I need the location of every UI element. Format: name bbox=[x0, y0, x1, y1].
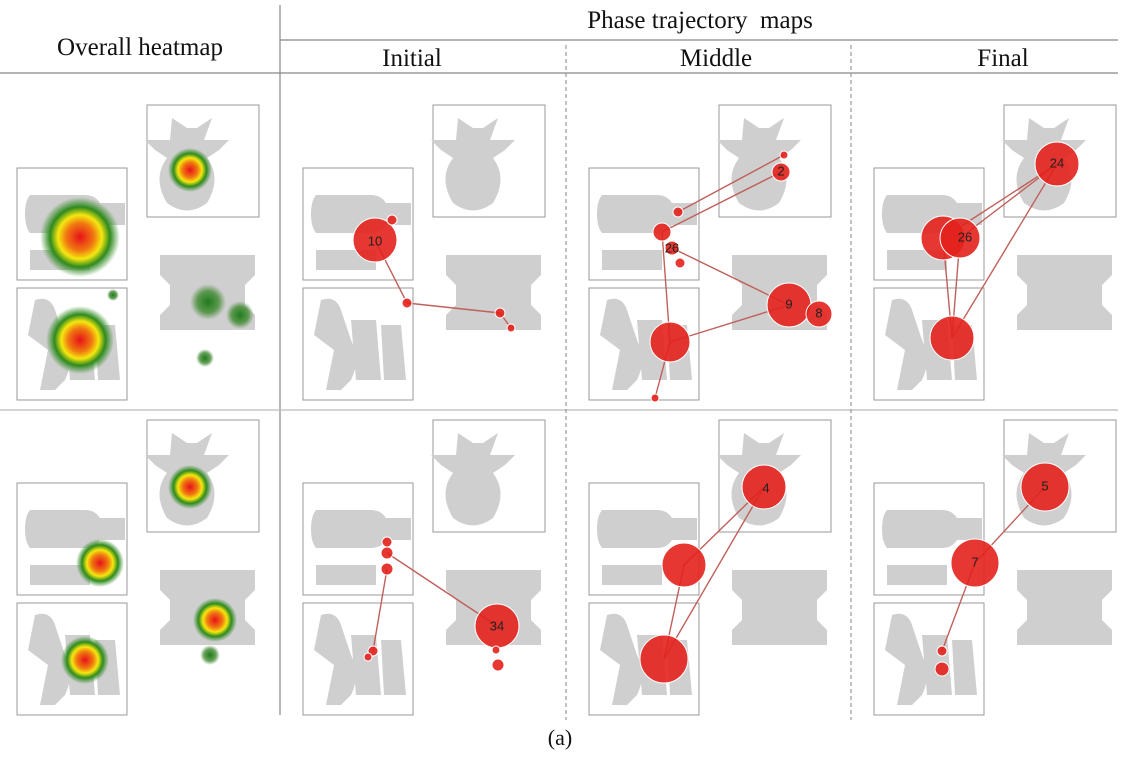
vertebra-posterior bbox=[314, 299, 406, 390]
overall-title: Overall heatmap bbox=[57, 34, 223, 61]
fixation-label: 9 bbox=[785, 296, 792, 311]
panel-group bbox=[17, 420, 259, 715]
phase-label: Final bbox=[977, 45, 1028, 72]
fixation-label: 34 bbox=[490, 618, 504, 633]
vertebra-oblique bbox=[1017, 570, 1112, 645]
fixation bbox=[507, 324, 515, 332]
heat-blob bbox=[196, 349, 214, 367]
fixation-label: 2 bbox=[777, 163, 784, 178]
vertebra-axial bbox=[431, 433, 515, 526]
fixation bbox=[651, 394, 659, 402]
phase-label: Initial bbox=[382, 45, 442, 72]
vertebra-posterior bbox=[885, 614, 977, 705]
heat-blob bbox=[76, 539, 124, 587]
fixation bbox=[402, 298, 412, 308]
fixation bbox=[495, 308, 505, 318]
panel-group bbox=[874, 105, 1116, 400]
vertebra-oblique bbox=[1017, 255, 1112, 330]
fixation-label: 26 bbox=[958, 229, 972, 244]
fixation-label: 24 bbox=[1050, 155, 1064, 170]
heat-blob bbox=[200, 645, 220, 665]
panel-group bbox=[589, 105, 831, 400]
fixation-label: 10 bbox=[368, 233, 382, 248]
fixation bbox=[640, 635, 688, 683]
heat-blob bbox=[61, 636, 109, 684]
heat-blob bbox=[46, 306, 114, 374]
fixation-label: 4 bbox=[762, 480, 769, 495]
heat-blob bbox=[226, 301, 254, 329]
fixation bbox=[780, 151, 788, 159]
fixation-label: 26 bbox=[665, 240, 679, 255]
fixation bbox=[675, 258, 685, 268]
heatmaps bbox=[40, 148, 254, 684]
fixation bbox=[673, 207, 683, 217]
vertebra-oblique bbox=[446, 255, 541, 330]
fixation bbox=[387, 215, 397, 225]
fixation bbox=[935, 662, 949, 676]
fixation bbox=[662, 543, 706, 587]
fixation bbox=[382, 537, 392, 547]
fixation-label: 8 bbox=[815, 305, 822, 320]
phase-title: Phase trajectory maps bbox=[587, 7, 813, 34]
heat-blob bbox=[168, 148, 212, 192]
fixation-label: 5 bbox=[1041, 478, 1048, 493]
vertebra-axial bbox=[431, 118, 515, 211]
fixation bbox=[653, 223, 671, 241]
figure: Overall heatmap Phase trajectory maps In… bbox=[0, 0, 1123, 757]
fixation bbox=[937, 646, 947, 656]
phase-label: Middle bbox=[680, 45, 752, 72]
panel-group bbox=[303, 105, 545, 400]
fixation bbox=[492, 659, 504, 671]
fixation bbox=[364, 653, 372, 661]
vertebra-axial bbox=[717, 118, 801, 211]
fixation bbox=[650, 322, 690, 362]
fixation bbox=[930, 316, 974, 360]
panel-group bbox=[589, 420, 831, 715]
vertebra-posterior bbox=[314, 614, 406, 705]
vertebra-oblique bbox=[732, 570, 827, 645]
fixation bbox=[381, 547, 393, 559]
heat-blob bbox=[40, 197, 120, 277]
fixation bbox=[492, 646, 500, 654]
heat-blob bbox=[190, 284, 226, 320]
heat-blob bbox=[193, 598, 237, 642]
panel-group bbox=[303, 420, 545, 715]
vertebra-lateral bbox=[311, 510, 411, 585]
fixation bbox=[381, 563, 393, 575]
heat-blob bbox=[168, 465, 212, 509]
fixation-label: 7 bbox=[971, 554, 978, 569]
caption: (a) bbox=[548, 725, 572, 750]
heat-blob bbox=[107, 289, 119, 301]
